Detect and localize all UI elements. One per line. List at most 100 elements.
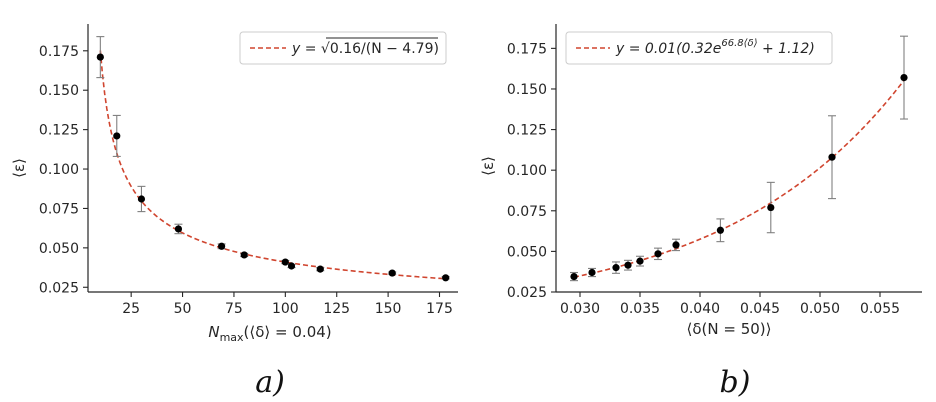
data-point — [612, 261, 620, 274]
data-point — [766, 181, 775, 234]
x-tick-label: 125 — [323, 301, 350, 317]
data-point — [112, 114, 121, 157]
marker — [636, 257, 644, 265]
marker — [388, 269, 396, 277]
marker — [900, 74, 908, 82]
panel-b-fit-curve — [573, 79, 905, 278]
data-point — [828, 115, 836, 200]
panel-a-y-label: ⟨ε⟩ — [10, 158, 28, 178]
data-point — [281, 258, 290, 266]
marker — [96, 53, 104, 61]
data-point — [900, 35, 908, 120]
legend-a-radicand: 0.16/(N − 4.79) — [330, 41, 439, 57]
legend-a-y: y = — [291, 41, 321, 57]
panel-a-fit-curve — [99, 50, 446, 280]
y-tick-label: 0.150 — [39, 83, 79, 99]
data-point — [388, 269, 397, 277]
data-point — [287, 262, 296, 270]
marker — [828, 153, 836, 161]
data-point — [636, 255, 644, 267]
x-tick-label: 0.045 — [740, 301, 780, 317]
data-point — [588, 267, 596, 278]
panel-b-label: b) — [720, 365, 751, 400]
panel-b-legend: y = 0.01(0.32e66.8⟨δ⟩ + 1.12) — [565, 31, 833, 65]
y-tick-label: 0.100 — [507, 163, 547, 179]
legend-b-tail: + 1.12) — [758, 41, 815, 57]
panel-b-x-label: ⟨δ(N = 50)⟩ — [687, 320, 772, 338]
panel-b-legend-label: y = 0.01(0.32e66.8⟨δ⟩ + 1.12) — [615, 38, 815, 57]
panel-a-legend-label: y = √0.16/(N − 4.79) — [291, 41, 439, 57]
fit-line — [573, 79, 905, 278]
panel-a-legend: y = √0.16/(N − 4.79) — [239, 31, 447, 65]
panel-a-x-label-main: N — [208, 323, 219, 341]
marker — [654, 250, 662, 258]
y-tick-label: 0.150 — [507, 82, 547, 98]
data-point — [240, 251, 249, 259]
x-tick-label: 0.040 — [680, 301, 720, 317]
panel-a-y-ticks: 0.025 0.050 0.075 0.100 0.125 0.150 0.175 — [39, 44, 88, 296]
data-point — [316, 265, 325, 273]
x-tick-label: 0.050 — [800, 301, 840, 317]
data-point — [96, 36, 105, 79]
data-point — [137, 185, 146, 213]
y-tick-label: 0.175 — [507, 41, 547, 57]
panel-a-x-ticks: 25 50 75 100 125 150 175 — [122, 292, 453, 317]
fit-line — [99, 50, 446, 280]
marker — [137, 195, 146, 203]
panel-b: 0.030 0.035 0.040 0.045 0.050 0.055 0.025 0.05… — [479, 24, 922, 400]
marker — [570, 272, 578, 281]
panel-a-label: a) — [255, 365, 285, 400]
y-tick-label: 0.075 — [507, 204, 547, 220]
marker — [218, 242, 226, 250]
x-tick-label: 0.030 — [560, 301, 600, 317]
data-point — [654, 247, 662, 261]
panel-a: 25 50 75 100 125 150 175 0.0250.0500.0750.1000… — [10, 24, 458, 400]
x-tick-label: 0.035 — [620, 301, 660, 317]
data-point — [441, 274, 450, 282]
legend-b-exponent: 66.8⟨δ⟩ — [721, 38, 757, 49]
marker — [767, 203, 775, 212]
x-tick-label: 150 — [375, 301, 402, 317]
x-tick-label: 25 — [122, 301, 140, 317]
y-tick-label: 0.075 — [39, 201, 79, 217]
panel-b-y-ticks: 0.025 0.050 0.075 0.100 0.125 0.150 0.175 — [507, 41, 556, 301]
panel-b-data-points — [570, 35, 908, 282]
marker — [240, 251, 248, 259]
y-tick-label: 0.175 — [39, 44, 79, 60]
y-tick-label: 0.125 — [507, 123, 547, 139]
x-tick-label: 100 — [272, 301, 299, 317]
marker — [174, 225, 183, 233]
y-tick-label: 0.050 — [507, 244, 547, 260]
y-tick-label: 0.125 — [39, 123, 79, 139]
data-point — [217, 242, 226, 250]
y-tick-label: 0.100 — [39, 162, 79, 178]
marker — [113, 132, 121, 140]
y-tick-label: 0.025 — [39, 280, 79, 296]
panel-a-data-points — [96, 36, 450, 282]
panel-a-x-label-rest: (⟨δ⟩ = 0.04) — [244, 323, 332, 341]
data-point — [570, 271, 578, 282]
panel-a-legend-box — [239, 31, 447, 65]
marker — [281, 258, 289, 266]
panel-b-legend-box — [565, 31, 833, 65]
y-tick-label: 0.025 — [507, 285, 547, 301]
data-point — [716, 218, 725, 243]
data-point — [624, 259, 632, 271]
data-point — [672, 238, 680, 252]
marker — [624, 261, 632, 269]
panel-b-y-label: ⟨ε⟩ — [479, 156, 497, 176]
data-point — [174, 223, 183, 235]
marker — [316, 265, 324, 273]
x-tick-label: 50 — [174, 301, 192, 317]
marker — [672, 241, 680, 249]
y-tick-label: 0.050 — [39, 241, 79, 257]
x-tick-label: 175 — [426, 301, 453, 317]
panel-a-x-label: Nmax(⟨δ⟩ = 0.04) — [208, 323, 331, 344]
marker — [588, 268, 596, 277]
marker — [716, 226, 725, 234]
marker — [442, 274, 450, 282]
panel-b-x-ticks: 0.030 0.035 0.040 0.045 0.050 0.055 — [560, 292, 900, 317]
legend-b-main: y = 0.01(0.32e — [615, 41, 721, 57]
x-tick-label: 75 — [225, 301, 243, 317]
